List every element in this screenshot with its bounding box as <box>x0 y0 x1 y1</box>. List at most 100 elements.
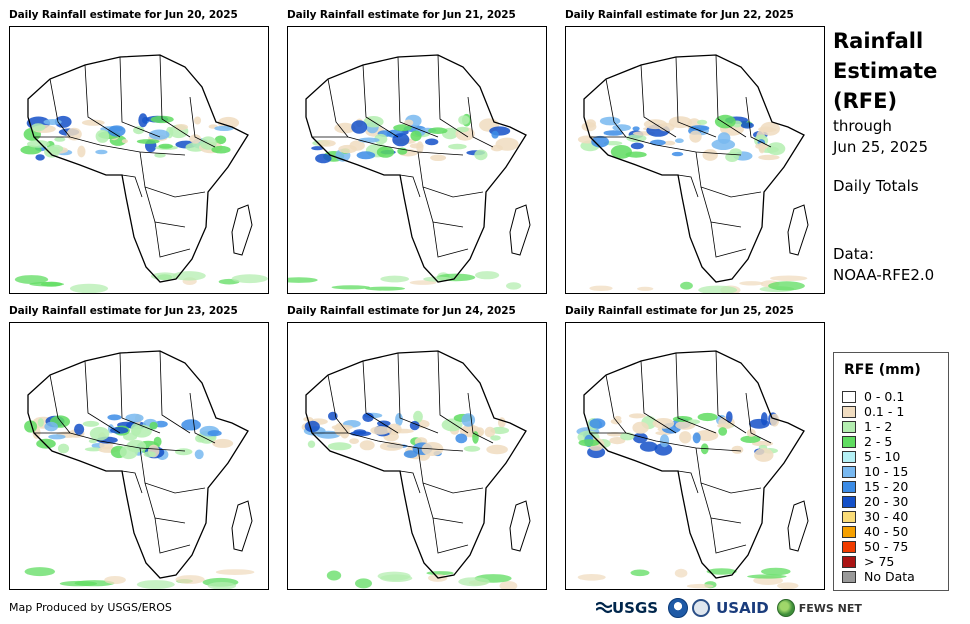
rainfall-patch <box>679 431 692 444</box>
map-frame <box>9 26 269 294</box>
rainfall-patch <box>702 149 718 161</box>
rainfall-patch <box>416 141 424 154</box>
africa-coastline <box>583 54 805 283</box>
legend-item: 1 - 2 <box>842 419 892 434</box>
rainfall-patch <box>589 418 606 429</box>
country-border <box>119 352 161 434</box>
rainfall-patch <box>54 115 72 128</box>
rainfall-patch <box>458 115 470 125</box>
rainfall-patch <box>331 285 371 290</box>
legend-item: 40 - 50 <box>842 524 908 539</box>
rainfall-patch <box>365 286 406 291</box>
country-border <box>399 174 421 198</box>
country-border <box>49 78 71 138</box>
country-border <box>422 186 464 228</box>
rainfall-patch <box>491 130 499 139</box>
rainfall-patch <box>697 412 718 422</box>
rainfall-patch <box>695 430 719 441</box>
country-border <box>121 174 143 198</box>
legend-item: 5 - 10 <box>842 449 900 464</box>
rainfall-patch <box>74 423 85 435</box>
rainfall-patch <box>578 439 600 447</box>
rainfall-patch <box>358 137 380 143</box>
rainfall-patch <box>211 145 231 154</box>
rainfall-patch <box>110 427 129 434</box>
noaa-logo-icon <box>668 598 689 618</box>
rainfall-patch <box>674 568 688 578</box>
rainfall-patch <box>650 139 666 146</box>
map-frame <box>565 26 825 294</box>
rainfall-patch <box>307 440 316 448</box>
country-border <box>695 447 762 494</box>
rainfall-patch <box>43 119 62 125</box>
country-border <box>605 78 627 138</box>
legend-item: No Data <box>842 569 915 584</box>
country-border <box>327 374 349 434</box>
africa-coastline <box>27 54 249 283</box>
legend-swatch <box>842 540 856 553</box>
map-panel-jun-24: Daily Rainfall estimate for Jun 24, 2025 <box>287 305 547 597</box>
rainfall-patch <box>725 152 739 162</box>
rainfall-patch <box>380 574 413 582</box>
rainfall-patch <box>472 431 479 444</box>
country-border <box>34 432 186 452</box>
panel-title: Daily Rainfall estimate for Jun 22, 2025 <box>565 9 794 21</box>
title-line-3: (RFE) <box>833 89 898 113</box>
madagascar-outline <box>231 204 253 256</box>
rainfall-patch <box>57 443 70 454</box>
rainfall-patch <box>24 420 38 433</box>
data-source: NOAA-RFE2.0 <box>833 266 935 284</box>
country-border <box>432 221 469 258</box>
rainfall-patch <box>20 145 42 155</box>
legend-label: 5 - 10 <box>864 449 901 464</box>
rainfall-patch <box>637 286 654 291</box>
usaid-logo: USAID <box>716 599 769 617</box>
madagascar-outline <box>509 204 531 256</box>
map-panel-jun-21: Daily Rainfall estimate for Jun 21, 2025 <box>287 9 547 301</box>
legend-item: 0 - 0.1 <box>842 389 904 404</box>
rainfall-patch <box>214 125 234 131</box>
rainfall-patch <box>625 151 647 158</box>
legend-swatch <box>842 420 856 433</box>
rainfall-patch <box>217 116 240 129</box>
rainfall-patch <box>315 153 332 164</box>
rainfall-patch <box>599 116 621 126</box>
rainfall-patch <box>54 137 66 142</box>
rainfall-patch <box>413 410 423 423</box>
rainfall-patch <box>630 569 650 577</box>
rainfall-patch <box>121 139 128 144</box>
country-border <box>590 432 742 452</box>
map-frame <box>287 26 547 294</box>
legend-label: 0 - 0.1 <box>864 389 905 404</box>
rainfall-patch <box>351 120 368 134</box>
rainfall-patch <box>387 423 402 435</box>
rainfall-patch <box>404 119 414 126</box>
country-border <box>327 78 349 138</box>
rainfall-patch <box>474 149 488 161</box>
rainfall-patch <box>74 580 115 587</box>
rainfall-patch <box>69 283 109 293</box>
country-border <box>710 517 747 554</box>
africa-coastline <box>305 54 527 283</box>
madagascar-outline <box>787 500 809 552</box>
rainfall-patch <box>215 569 255 575</box>
rainfall-patch <box>751 440 774 447</box>
rainfall-patch <box>356 151 376 160</box>
rainfall-patch <box>14 275 49 284</box>
rainfall-patch <box>499 581 518 589</box>
panel-title: Daily Rainfall estimate for Jun 20, 2025 <box>9 9 238 21</box>
africa-coastline <box>583 350 805 579</box>
rainfall-patch <box>136 139 160 144</box>
rainfall-patch <box>458 577 490 587</box>
rainfall-patch <box>31 123 46 132</box>
usgs-wave-icon <box>596 601 612 614</box>
rainfall-patch <box>441 418 463 432</box>
rainfall-patch <box>758 154 780 161</box>
rainfall-patch <box>316 139 336 147</box>
country-border <box>84 360 121 434</box>
country-border <box>417 447 484 494</box>
country-border <box>675 352 717 434</box>
legend-label: 2 - 5 <box>864 434 893 449</box>
rainfall-patch <box>194 449 204 460</box>
rainfall-patch <box>334 122 356 134</box>
